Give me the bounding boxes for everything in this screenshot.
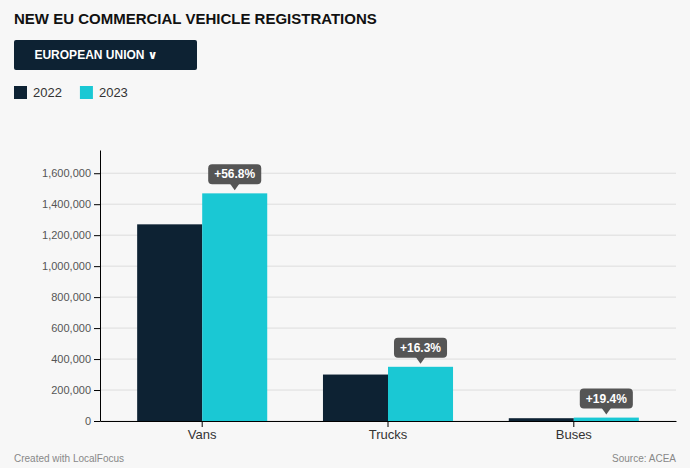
legend: 2022 2023 — [14, 85, 128, 100]
y-tick-mark — [94, 204, 100, 205]
chart: NEW EU COMMERCIAL VEHICLE REGISTRATIONS E… — [0, 0, 690, 468]
y-tick-mark — [94, 235, 100, 236]
legend-label: 2022 — [33, 85, 62, 100]
legend-label: 2023 — [99, 85, 128, 100]
grid-line — [100, 173, 676, 174]
annotation: +19.4% — [580, 389, 633, 415]
bar — [574, 418, 639, 421]
y-tick-label: 200,000 — [51, 384, 91, 396]
y-tick-label: 1,400,000 — [42, 198, 91, 210]
y-tick-label: 1,000,000 — [42, 260, 91, 272]
bar — [202, 193, 267, 421]
x-tick-mark — [573, 421, 574, 427]
y-tick-mark — [94, 297, 100, 298]
legend-swatch — [14, 86, 27, 99]
annotations: +56.8% +16.3% +19.4% — [208, 164, 633, 414]
annotation-label: +19.4% — [586, 392, 627, 406]
bars — [137, 193, 639, 421]
legend-swatch — [80, 86, 93, 99]
y-tick-label: 600,000 — [51, 322, 91, 334]
grid — [100, 173, 676, 421]
y-tick-mark — [94, 421, 100, 422]
subtitle: EUROPEAN UNION ∨ — [34, 48, 157, 62]
y-tick-mark — [94, 359, 100, 360]
annotation: +16.3% — [394, 338, 447, 364]
y-tick: 1,400,000 — [42, 198, 100, 210]
y-tick-mark — [94, 328, 100, 329]
annotation: +56.8% — [208, 164, 261, 190]
annotation-box — [580, 389, 633, 409]
bar-series — [202, 193, 639, 421]
title: NEW EU COMMERCIAL VEHICLE REGISTRATIONS — [14, 10, 377, 27]
annotation-box — [208, 164, 261, 184]
background — [0, 0, 690, 468]
footer-text: Source: ACEA — [612, 453, 676, 464]
x-tick: Trucks — [369, 421, 408, 442]
y-tick: 400,000 — [51, 353, 100, 365]
x-tick: Vans — [188, 421, 217, 442]
x-tick-label: Buses — [556, 427, 593, 442]
annotation-pointer — [601, 408, 611, 415]
region-button-box — [14, 40, 197, 70]
legend-item: 2023 — [80, 85, 128, 100]
x-axis: Vans Trucks Buses — [101, 421, 677, 442]
y-tick: 1,000,000 — [42, 260, 100, 272]
y-tick: 0 — [85, 415, 100, 427]
y-tick: 600,000 — [51, 322, 100, 334]
annotation-pointer — [416, 357, 426, 364]
x-tick-mark — [202, 421, 203, 427]
region-button: EUROPEAN UNION ∨ — [14, 40, 197, 70]
annotation-pointer — [230, 183, 240, 190]
y-axis-line — [100, 151, 101, 422]
y-tick-label: 0 — [85, 415, 91, 427]
bar — [388, 367, 453, 421]
y-tick: 1,600,000 — [42, 167, 100, 179]
y-tick-mark — [94, 390, 100, 391]
bar — [323, 375, 388, 421]
grid-line — [100, 204, 676, 205]
y-tick-mark — [94, 173, 100, 174]
bar — [137, 224, 202, 421]
x-tick-label: Trucks — [369, 427, 408, 442]
y-tick-mark — [94, 266, 100, 267]
annotation-label: +16.3% — [400, 341, 441, 355]
legend-item: 2022 — [14, 85, 62, 100]
y-tick: 1,200,000 — [42, 229, 100, 241]
annotation-box — [394, 338, 447, 358]
y-tick-label: 1,200,000 — [42, 229, 91, 241]
y-tick: 200,000 — [51, 384, 100, 396]
x-tick-label: Vans — [188, 427, 217, 442]
y-axis: 0 200,000 400,000 600,000 800,000 1,000,000 1,… — [42, 151, 100, 428]
bar — [509, 418, 574, 421]
x-tick: Buses — [556, 421, 593, 442]
y-tick-label: 1,600,000 — [42, 167, 91, 179]
y-tick: 800,000 — [51, 291, 100, 303]
y-tick-label: 800,000 — [51, 291, 91, 303]
annotation-label: +56.8% — [214, 167, 255, 181]
y-tick-label: 400,000 — [51, 353, 91, 365]
x-tick-mark — [388, 421, 389, 427]
footer-text: Created with LocalFocus — [14, 453, 124, 464]
